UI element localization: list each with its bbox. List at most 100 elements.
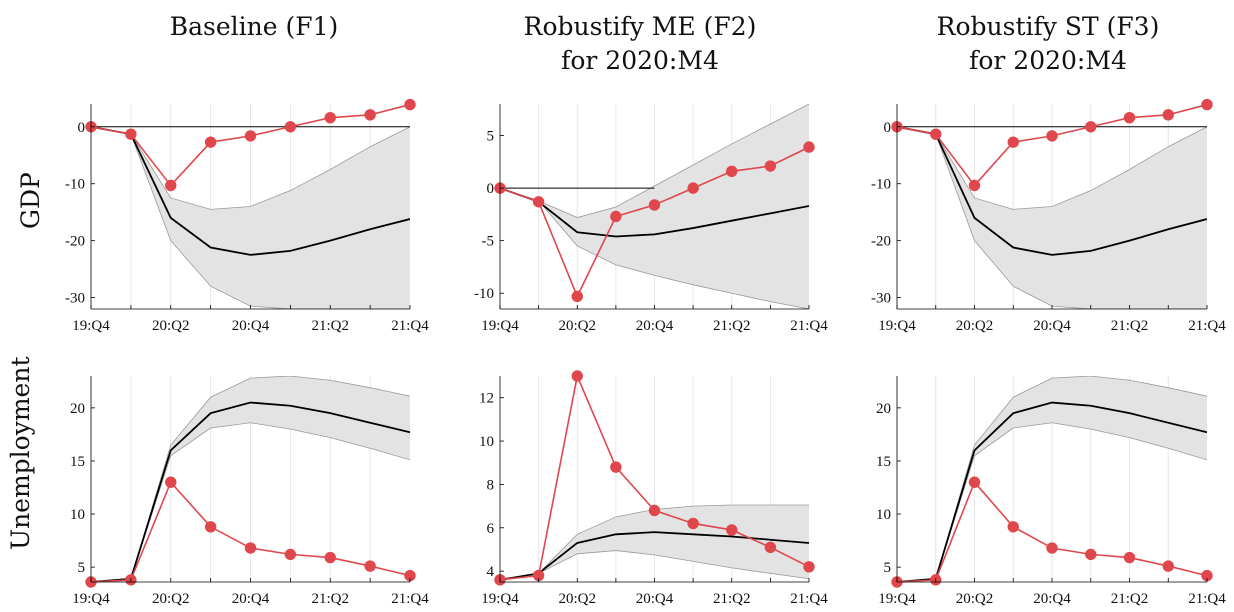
x-tick-label: 21:Q2 bbox=[312, 318, 350, 334]
y-tick-label: 6 bbox=[487, 521, 495, 537]
band-lower-edge bbox=[500, 187, 809, 309]
observed-point bbox=[1046, 130, 1058, 142]
y-tick-label: 10 bbox=[479, 434, 494, 450]
observed-point bbox=[968, 476, 981, 488]
y-tick-label: -5 bbox=[482, 234, 495, 250]
plot-area bbox=[500, 504, 809, 581]
y-tick-label: 8 bbox=[487, 477, 495, 493]
column-title-line1: Baseline (F1) bbox=[169, 12, 339, 41]
plot-area bbox=[91, 376, 410, 582]
observed-point bbox=[1201, 98, 1213, 111]
x-tick-label: 20:Q2 bbox=[152, 318, 190, 334]
x-tick-label: 20:Q4 bbox=[1033, 591, 1071, 607]
confidence-band bbox=[897, 376, 1207, 582]
median-forecast-line bbox=[91, 125, 410, 256]
chart-panel-unemp-baseline: 20 15 10 5 19:Q4 20:Q2 20:Q4 21:Q2 21:Q4 bbox=[70, 376, 429, 607]
column-title-line1: Robustify ME (F2) bbox=[523, 12, 757, 41]
observed-point bbox=[803, 141, 815, 153]
x-tick-label: 21:Q2 bbox=[312, 591, 350, 607]
x-tick-label: 19:Q4 bbox=[72, 591, 110, 607]
observed-point bbox=[364, 109, 376, 121]
observed-point bbox=[1007, 521, 1019, 533]
observed-point bbox=[1085, 548, 1097, 561]
x-tick-label: 19:Q4 bbox=[878, 318, 916, 334]
observed-point bbox=[1123, 111, 1136, 124]
median-forecast-line bbox=[897, 401, 1207, 582]
y-tick-label: 20 bbox=[70, 401, 85, 417]
confidence-band bbox=[91, 126, 410, 309]
y-tick-label: 5 bbox=[884, 560, 892, 576]
observed-point bbox=[204, 136, 217, 148]
x-tick-label: 21:Q2 bbox=[713, 318, 751, 334]
x-tick-label: 21:Q4 bbox=[790, 591, 828, 607]
observed-point bbox=[532, 196, 545, 208]
median-forecast-line bbox=[897, 125, 1207, 256]
x-tick-label: 19:Q4 bbox=[481, 318, 519, 334]
observed-point bbox=[968, 179, 981, 192]
confidence-band bbox=[500, 505, 809, 580]
observed-point bbox=[571, 290, 583, 303]
median-forecast-line bbox=[91, 401, 410, 582]
observed-point bbox=[324, 551, 336, 564]
x-tick-label: 19:Q4 bbox=[878, 591, 916, 607]
observed-point bbox=[1085, 121, 1097, 133]
band-lower-edge bbox=[500, 550, 809, 581]
column-title-robustify-st: Robustify ST (F3) for 2020:M4 bbox=[898, 10, 1198, 78]
x-tick-label: 21:Q4 bbox=[1188, 318, 1226, 334]
observed-point bbox=[404, 98, 416, 111]
y-tick-label: 0 bbox=[78, 120, 86, 136]
x-tick-label: 20:Q2 bbox=[152, 591, 190, 607]
y-tick-label: -10 bbox=[474, 286, 494, 302]
x-tick-label: 20:Q2 bbox=[559, 591, 597, 607]
observed-point bbox=[165, 179, 177, 192]
y-tick-label: -10 bbox=[871, 177, 891, 193]
confidence-band bbox=[897, 126, 1207, 309]
y-tick-label: 15 bbox=[70, 454, 85, 470]
observed-point bbox=[324, 111, 336, 124]
observed-point bbox=[803, 561, 815, 573]
observed-point bbox=[1046, 542, 1058, 554]
column-title-line2: for 2020:M4 bbox=[561, 46, 719, 75]
band-upper-edge bbox=[91, 126, 410, 210]
y-tick-label: -20 bbox=[871, 234, 891, 250]
observed-point bbox=[571, 370, 583, 382]
observed-point bbox=[648, 504, 661, 517]
observed-point bbox=[1007, 136, 1019, 148]
x-tick-label: 21:Q2 bbox=[713, 591, 751, 607]
observed-point bbox=[610, 461, 622, 473]
chart-panel-gdp-robust-st: 0 -10 -20 -30 19:Q4 20:Q2 20:Q4 21:Q2 21:Q4 bbox=[871, 98, 1226, 334]
chart-panel-unemp-robust-me: 12 10 8 6 4 19:Q4 20:Q2 20:Q4 21:Q2 21:Q4 bbox=[479, 370, 828, 607]
x-tick-label: 20:Q2 bbox=[559, 318, 597, 334]
y-tick-label: 20 bbox=[876, 401, 891, 417]
observed-point bbox=[284, 121, 297, 133]
y-tick-label: 12 bbox=[479, 391, 494, 407]
confidence-band bbox=[91, 376, 410, 582]
x-tick-label: 20:Q2 bbox=[956, 591, 994, 607]
y-tick-label: 5 bbox=[487, 129, 495, 145]
observed-point bbox=[764, 160, 777, 172]
x-tick-label: 19:Q4 bbox=[72, 318, 110, 334]
x-tick-label: 21:Q2 bbox=[1111, 591, 1149, 607]
observed-point bbox=[930, 128, 942, 140]
y-tick-label: 0 bbox=[884, 120, 892, 136]
observed-point bbox=[284, 548, 297, 561]
observed-point bbox=[648, 199, 661, 211]
observed-point bbox=[1162, 109, 1174, 121]
y-tick-label: 10 bbox=[876, 507, 891, 523]
observed-point bbox=[764, 541, 777, 554]
observed-point bbox=[1162, 560, 1174, 572]
y-tick-label: 5 bbox=[78, 560, 86, 576]
y-tick-label: -20 bbox=[65, 234, 85, 250]
y-tick-label: -30 bbox=[871, 291, 891, 307]
y-tick-label: 4 bbox=[487, 564, 495, 580]
x-tick-label: 20:Q4 bbox=[636, 318, 674, 334]
observed-point bbox=[687, 182, 699, 194]
x-tick-label: 21:Q4 bbox=[790, 318, 828, 334]
y-tick-label: -30 bbox=[65, 291, 85, 307]
x-tick-label: 19:Q4 bbox=[481, 591, 519, 607]
column-title-robustify-me: Robustify ME (F2) for 2020:M4 bbox=[490, 10, 790, 78]
observed-point bbox=[364, 560, 376, 572]
median-forecast-line bbox=[500, 187, 809, 238]
x-tick-label: 20:Q2 bbox=[956, 318, 994, 334]
